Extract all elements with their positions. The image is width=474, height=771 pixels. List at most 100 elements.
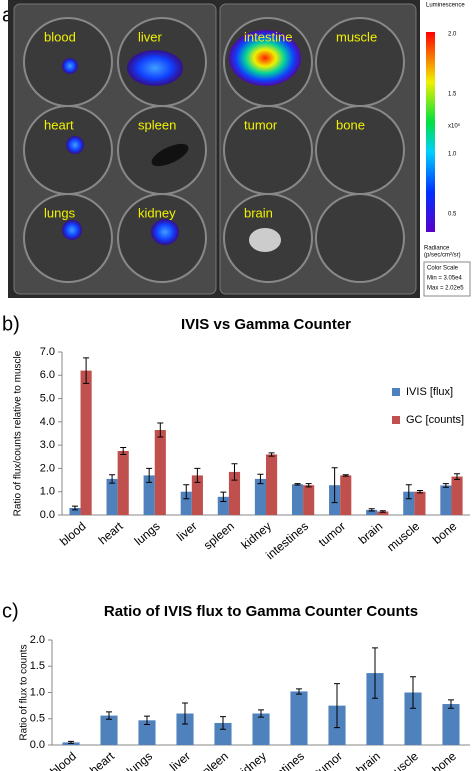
x-tick-label: spleen — [201, 519, 237, 552]
error-bar — [294, 483, 301, 486]
colorbar-unit-title: Radiance — [424, 246, 450, 252]
bar — [154, 430, 166, 515]
well — [315, 193, 405, 283]
error-bar — [258, 709, 264, 718]
well-label: intestine — [244, 29, 292, 44]
y-tick-label: 2.0 — [30, 634, 45, 646]
error-bar — [220, 716, 226, 730]
colorbar-tick: 1.5 — [448, 92, 457, 98]
well-label: heart — [44, 117, 74, 132]
x-tick-label: bone — [430, 519, 460, 547]
error-bar — [410, 676, 416, 709]
well-label: muscle — [336, 29, 377, 44]
error-bar — [416, 490, 423, 494]
y-tick-label: 6.0 — [40, 369, 55, 381]
bar — [451, 476, 463, 515]
error-bar — [257, 473, 264, 485]
error-bar — [182, 702, 188, 725]
error-bar — [405, 484, 412, 500]
error-bar — [194, 467, 201, 483]
x-tick-label: blood — [47, 749, 79, 771]
x-tick-label: heart — [96, 519, 126, 548]
bar — [291, 484, 304, 515]
well-label: blood — [44, 29, 76, 44]
well-label: kidney — [138, 205, 176, 220]
colorbar-title: Luminescence — [426, 3, 465, 9]
x-tick-label: lungs — [124, 749, 155, 771]
x-tick-label: liver — [167, 749, 193, 771]
chart-title: Ratio of IVIS flux to Gamma Counter Coun… — [104, 603, 418, 620]
x-tick-label: liver — [174, 519, 200, 544]
well-label: bone — [336, 117, 365, 132]
bar — [176, 713, 194, 745]
error-bar — [296, 688, 302, 695]
colorbar-tick: 0.5 — [448, 212, 457, 218]
x-tick-label: heart — [87, 749, 117, 771]
colorbar-tick: 2.0 — [448, 32, 457, 38]
legend-label: GC [counts] — [406, 414, 464, 426]
y-tick-label: 1.5 — [30, 660, 45, 672]
bar — [191, 475, 203, 515]
scale-min: Min = 3.05e4 — [427, 276, 463, 282]
colorbar-unit: (p/sec/cm²/sr) — [424, 253, 461, 259]
error-bar — [442, 483, 449, 488]
error-bar — [268, 452, 275, 457]
bar — [377, 511, 389, 515]
y-tick-label: 3.0 — [40, 439, 55, 451]
panel-label: c) — [2, 600, 19, 622]
y-axis-label: Ratio of flux/counts relative to muscle — [13, 350, 24, 516]
legend-swatch — [392, 388, 400, 396]
bar — [69, 508, 81, 515]
bar — [80, 370, 92, 515]
bar — [138, 720, 156, 745]
bar — [290, 691, 308, 745]
y-tick-label: 1.0 — [30, 686, 45, 698]
bar — [252, 713, 270, 745]
colorbar-tick: 1.0 — [448, 152, 457, 158]
error-bar — [144, 715, 150, 726]
error-bar — [379, 510, 386, 513]
legend-swatch — [392, 416, 400, 424]
bar — [217, 496, 229, 515]
scale-max: Max = 2.02e5 — [427, 286, 464, 292]
x-tick-label: tumor — [312, 749, 345, 771]
colorbar-exponent: x10⁵ — [448, 123, 461, 130]
well-label: spleen — [138, 117, 176, 132]
error-bar — [331, 467, 338, 504]
x-tick-label: blood — [57, 519, 89, 549]
bar — [303, 485, 315, 515]
y-tick-label: 1.0 — [40, 486, 55, 498]
bar — [414, 491, 426, 515]
y-tick-label: 0.0 — [30, 739, 45, 751]
x-tick-label: bone — [430, 749, 460, 771]
bar — [117, 450, 129, 515]
well-label: liver — [138, 29, 163, 44]
error-bar — [183, 484, 190, 500]
bar — [403, 491, 415, 515]
y-tick-label: 0.0 — [40, 509, 55, 521]
legend-label: IVIS [flux] — [406, 386, 453, 398]
bar — [340, 475, 352, 515]
error-bar — [368, 508, 375, 512]
bar — [106, 478, 118, 515]
scale-title: Color Scale — [427, 266, 459, 272]
panel-label: b) — [2, 313, 20, 335]
error-bar — [220, 491, 227, 502]
bar — [440, 485, 452, 515]
x-tick-label: lungs — [132, 519, 163, 548]
y-axis-label: Ratio of flux to counts — [19, 644, 30, 740]
chart-title: IVIS vs Gamma Counter — [181, 316, 351, 333]
error-bar — [120, 446, 127, 455]
error-bar — [454, 473, 461, 480]
y-tick-label: 5.0 — [40, 392, 55, 404]
well-label: tumor — [244, 117, 278, 132]
x-tick-label: brain — [354, 749, 383, 771]
bar — [180, 491, 192, 515]
error-bar — [334, 683, 340, 729]
error-bar — [71, 505, 78, 511]
error-bar — [68, 740, 74, 744]
well-label: brain — [244, 205, 273, 220]
error-bar — [448, 699, 454, 709]
error-bar — [342, 474, 349, 477]
